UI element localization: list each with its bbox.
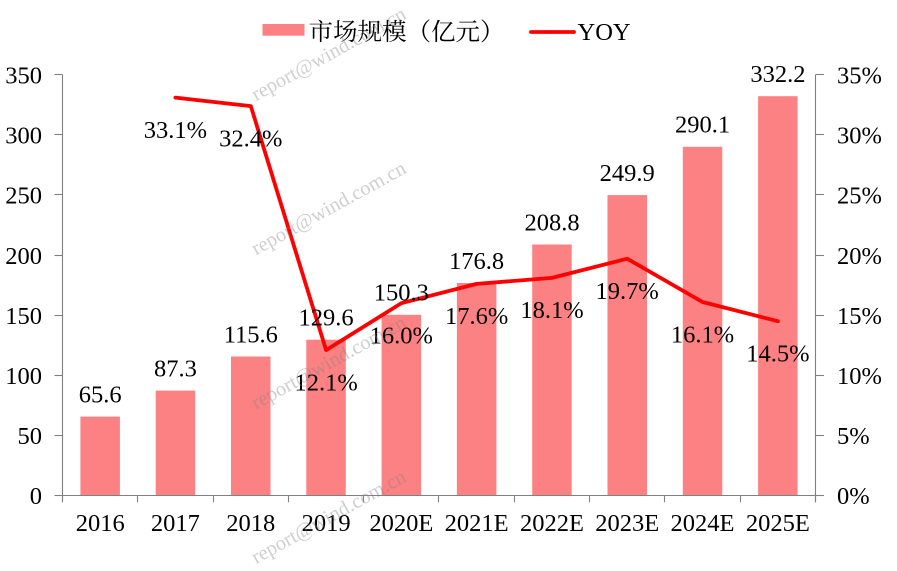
svg-text:200: 200 — [5, 243, 42, 270]
svg-text:17.6%: 17.6% — [445, 303, 508, 330]
svg-text:2020E: 2020E — [369, 510, 433, 537]
svg-text:150: 150 — [5, 303, 42, 330]
svg-text:2018: 2018 — [226, 510, 275, 537]
svg-text:0: 0 — [30, 483, 42, 510]
svg-text:2022E: 2022E — [520, 510, 584, 537]
svg-text:2019: 2019 — [302, 510, 351, 537]
svg-text:14.5%: 14.5% — [746, 341, 809, 368]
svg-text:87.3: 87.3 — [154, 356, 197, 383]
svg-text:20%: 20% — [837, 243, 882, 270]
svg-text:18.1%: 18.1% — [520, 297, 583, 324]
svg-text:12.1%: 12.1% — [294, 369, 357, 396]
svg-text:176.8: 176.8 — [449, 248, 504, 275]
svg-text:332.2: 332.2 — [750, 61, 805, 88]
svg-text:150.3: 150.3 — [374, 280, 429, 307]
svg-text:2024E: 2024E — [671, 510, 735, 537]
svg-text:5%: 5% — [837, 423, 870, 450]
svg-text:290.1: 290.1 — [675, 112, 730, 139]
svg-text:32.4%: 32.4% — [219, 125, 282, 152]
svg-text:115.6: 115.6 — [224, 321, 278, 348]
svg-text:19.7%: 19.7% — [596, 278, 659, 305]
svg-text:2021E: 2021E — [445, 510, 509, 537]
svg-text:249.9: 249.9 — [600, 160, 655, 187]
svg-text:300: 300 — [5, 123, 42, 150]
svg-text:2023E: 2023E — [595, 510, 659, 537]
svg-text:2016: 2016 — [76, 510, 125, 537]
svg-text:30%: 30% — [837, 123, 882, 150]
svg-text:10%: 10% — [837, 363, 882, 390]
svg-text:50: 50 — [18, 423, 43, 450]
svg-text:YOY: YOY — [578, 19, 631, 46]
svg-text:15%: 15% — [837, 303, 882, 330]
svg-text:2025E: 2025E — [746, 510, 810, 537]
svg-text:65.6: 65.6 — [79, 382, 122, 409]
svg-text:2017: 2017 — [151, 510, 200, 537]
svg-text:208.8: 208.8 — [524, 209, 579, 236]
svg-text:129.6: 129.6 — [299, 305, 354, 332]
svg-text:350: 350 — [5, 63, 42, 90]
svg-text:100: 100 — [5, 363, 42, 390]
svg-text:250: 250 — [5, 183, 42, 210]
svg-text:25%: 25% — [837, 183, 882, 210]
svg-text:16.1%: 16.1% — [671, 321, 734, 348]
svg-text:33.1%: 33.1% — [144, 117, 207, 144]
svg-text:16.0%: 16.0% — [370, 323, 433, 350]
svg-text:35%: 35% — [837, 63, 882, 90]
svg-text:0%: 0% — [837, 483, 870, 510]
